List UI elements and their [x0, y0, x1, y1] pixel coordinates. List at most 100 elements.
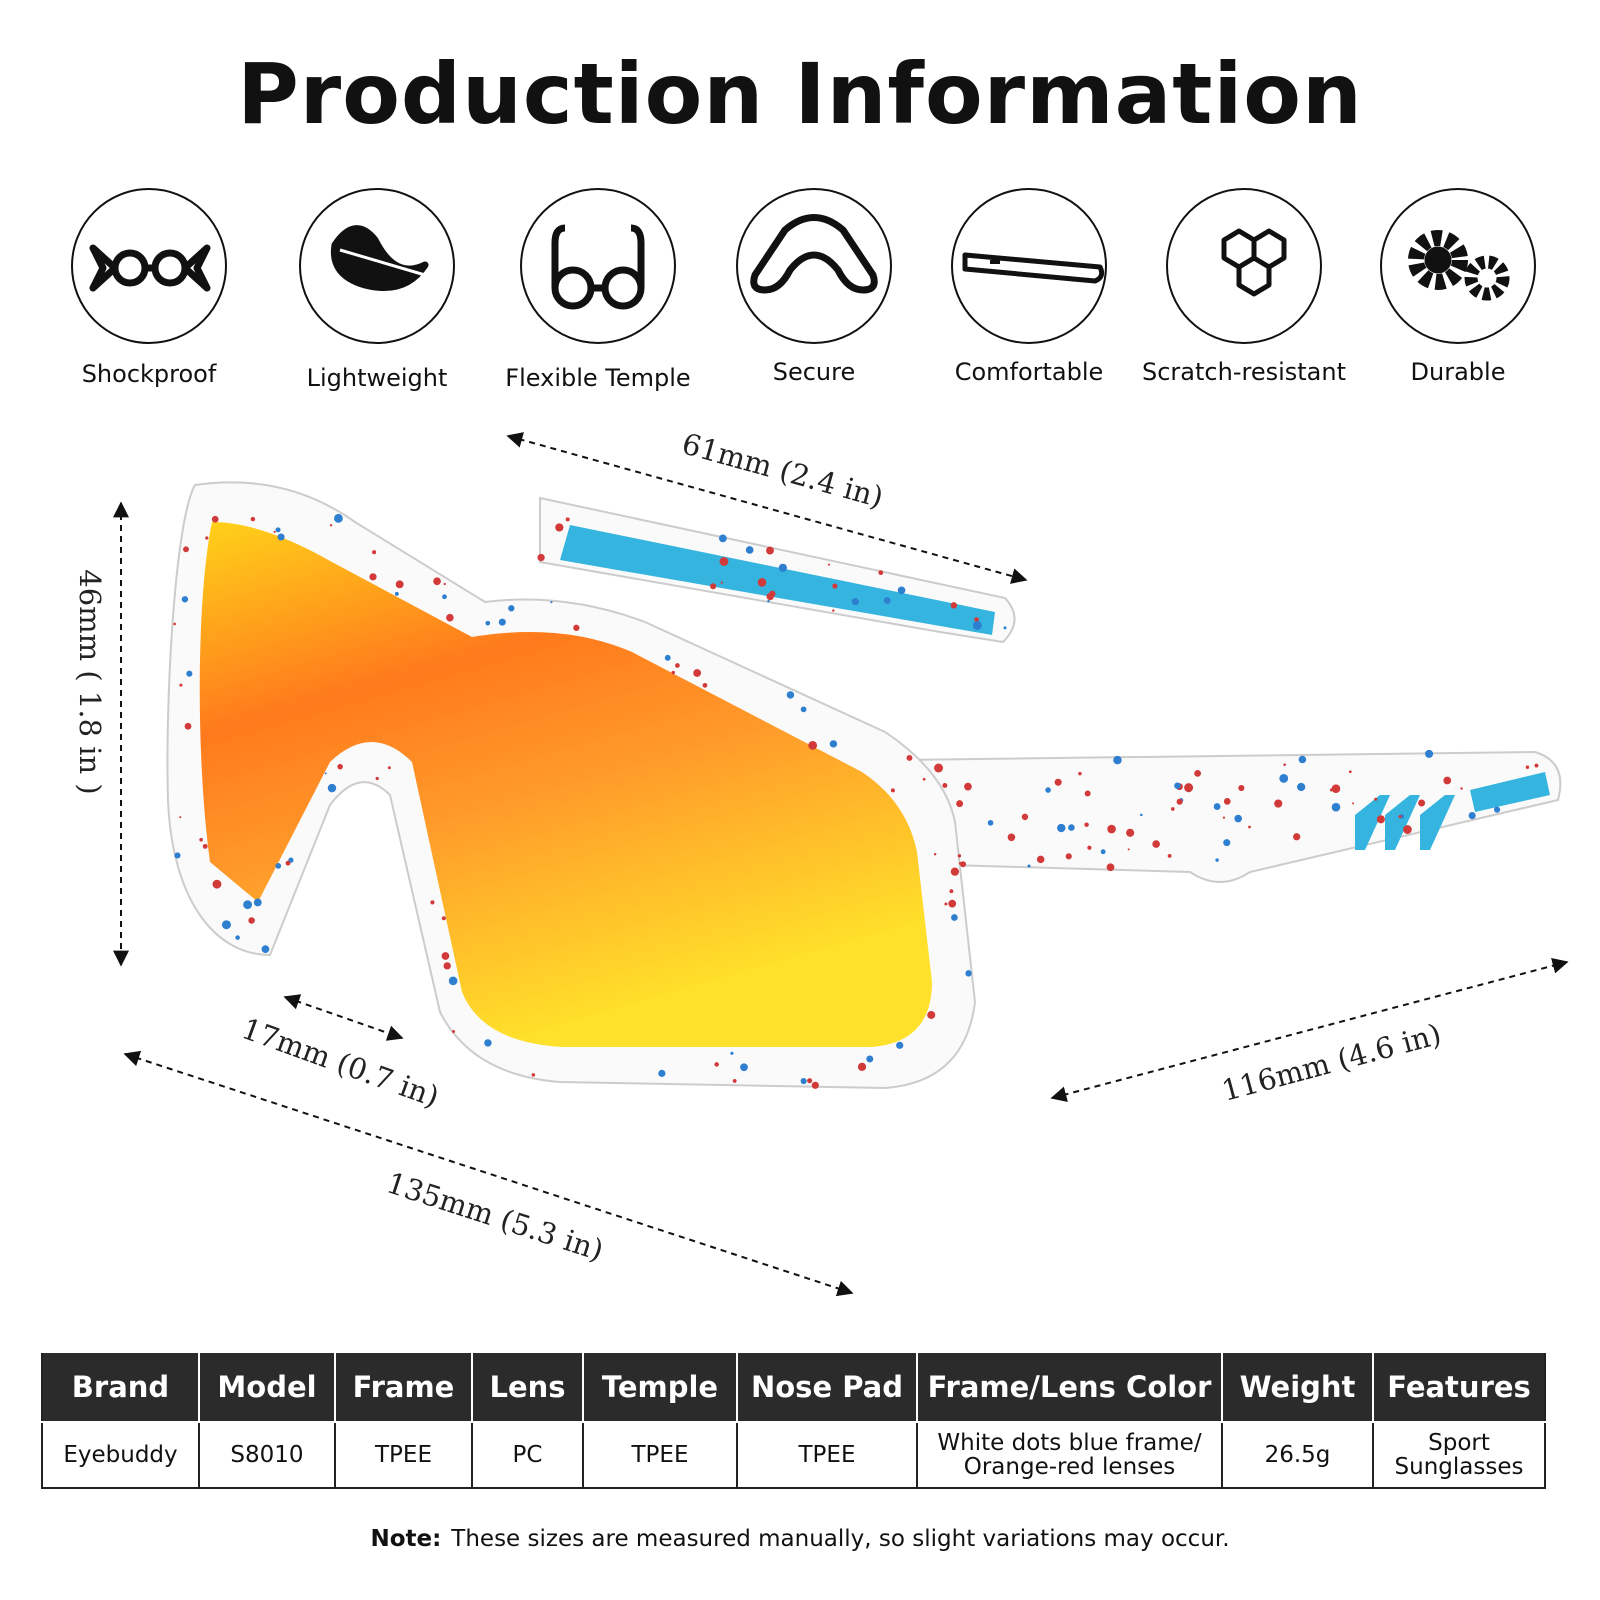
- speckle: [832, 609, 835, 612]
- speckle: [1084, 822, 1089, 827]
- speckle: [337, 763, 343, 770]
- speckle: [974, 617, 979, 623]
- note-text: These sizes are measured manually, so sl…: [451, 1526, 1230, 1552]
- speckle: [1443, 776, 1452, 785]
- speckle: [878, 570, 884, 576]
- spec-table: Brand Model Frame Lens Temple Nose Pad F…: [41, 1353, 1546, 1489]
- speckle: [202, 843, 208, 849]
- artwork: 61mm (2.4 in) 46mm ( 1.8 in ) 17mm (0.7 …: [71, 188, 1569, 1297]
- speckle: [183, 546, 189, 553]
- cell: Eyebuddy: [41, 1421, 200, 1489]
- header-cell: Lens: [471, 1353, 584, 1423]
- speckle: [671, 670, 675, 675]
- speckle: [1194, 769, 1202, 777]
- speckle: [186, 670, 193, 677]
- speckle: [253, 898, 262, 907]
- speckle: [987, 820, 994, 826]
- speckle: [1348, 770, 1352, 774]
- cell: Sport Sunglasses: [1372, 1421, 1546, 1489]
- speckle: [766, 592, 774, 601]
- speckle: [702, 682, 708, 688]
- speckle: [714, 1062, 719, 1067]
- speckle: [372, 550, 377, 555]
- speckle: [1331, 802, 1341, 812]
- speckle: [375, 776, 379, 781]
- speckle: [897, 586, 906, 595]
- cell: TPEE: [334, 1421, 473, 1489]
- feature-label: Scratch-resistant: [1142, 358, 1346, 386]
- speckle: [446, 613, 454, 622]
- dimension-label: 116mm (4.6 in): [1218, 1017, 1445, 1108]
- speckle: [484, 1039, 492, 1047]
- speckle: [1126, 828, 1135, 837]
- speckle: [1293, 833, 1301, 841]
- speckle: [883, 597, 891, 604]
- speckle: [1054, 778, 1062, 786]
- speckle: [531, 1073, 536, 1077]
- speckle: [693, 669, 702, 677]
- speckle: [1534, 763, 1539, 768]
- speckle: [1087, 845, 1092, 850]
- speckle: [430, 900, 435, 905]
- speckle: [1525, 765, 1530, 769]
- speckle: [927, 1010, 936, 1019]
- speckle: [757, 578, 767, 587]
- speckle: [800, 706, 807, 713]
- speckle: [1329, 788, 1334, 792]
- speckle: [933, 853, 937, 856]
- speckle: [184, 722, 192, 730]
- speckle: [658, 1069, 666, 1077]
- speckle: [387, 766, 391, 770]
- header-row: Brand Model Frame Lens Temple Nose Pad F…: [41, 1353, 1546, 1423]
- speckle: [934, 763, 944, 773]
- speckle: [275, 527, 281, 533]
- speckle: [1152, 840, 1160, 848]
- dimension-lines: [113, 432, 1569, 1297]
- dimension-label: 17mm (0.7 in): [237, 1011, 443, 1114]
- speckle: [443, 582, 446, 586]
- note: Note: These sizes are measured manually, …: [0, 1526, 1600, 1552]
- speckle: [766, 546, 774, 555]
- speckle: [896, 1041, 904, 1049]
- speckle: [1331, 784, 1341, 793]
- speckle: [181, 596, 189, 603]
- dimension-label: 135mm (5.3 in): [383, 1165, 608, 1267]
- speckle: [324, 772, 327, 775]
- speckle: [327, 783, 337, 793]
- speckle: [922, 777, 926, 781]
- speckle: [395, 580, 404, 589]
- speckle: [811, 1081, 819, 1089]
- speckle: [221, 920, 231, 930]
- speckle: [1003, 626, 1007, 630]
- speckle: [1418, 799, 1426, 807]
- header-cell: Brand: [41, 1353, 200, 1423]
- speckle: [498, 618, 506, 626]
- dimension-label: 61mm (2.4 in): [678, 426, 887, 514]
- speckle: [718, 534, 727, 543]
- speckle: [956, 800, 964, 808]
- speckle: [441, 952, 450, 960]
- speckle: [1298, 755, 1307, 764]
- speckle: [730, 1051, 734, 1055]
- speckle: [786, 691, 795, 699]
- speckle: [1007, 833, 1016, 842]
- speckle: [951, 914, 958, 921]
- speckle: [1283, 763, 1286, 766]
- speckle: [950, 867, 960, 876]
- speckle: [906, 754, 913, 761]
- speckle: [250, 516, 256, 522]
- cell: TPEE: [582, 1421, 738, 1489]
- feature-label: Lightweight: [306, 364, 448, 392]
- speckle: [745, 546, 754, 554]
- speckle: [720, 581, 723, 584]
- speckle: [1297, 782, 1306, 792]
- header-cell: Nose Pad: [736, 1353, 918, 1423]
- speckle: [442, 594, 447, 600]
- speckle: [433, 577, 441, 586]
- data-row: Eyebuddy S8010 TPEE PC TPEE TPEE White d…: [41, 1421, 1546, 1489]
- speckle: [1084, 790, 1091, 797]
- speckle: [1274, 799, 1283, 808]
- speckle: [964, 782, 972, 791]
- dimension-label: 46mm ( 1.8 in ): [73, 569, 107, 794]
- speckle: [1460, 787, 1463, 790]
